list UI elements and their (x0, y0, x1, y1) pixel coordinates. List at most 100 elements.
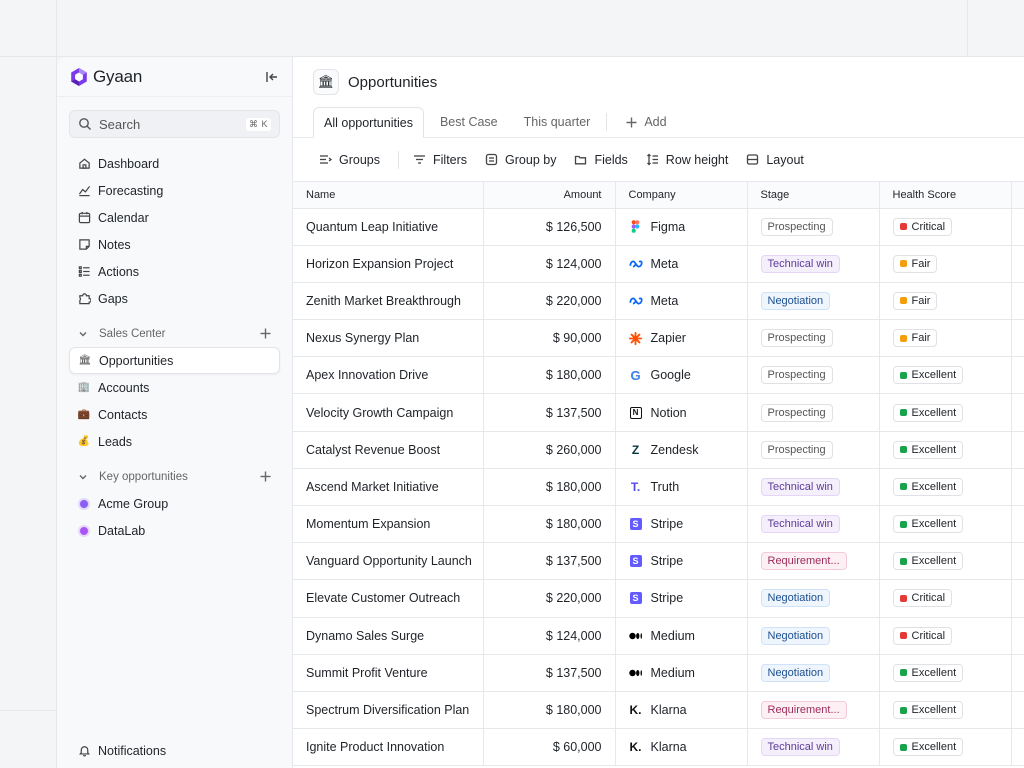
groups-button[interactable]: Groups (319, 153, 380, 167)
column-header-health[interactable]: Health Score (879, 182, 1012, 209)
company-cell[interactable]: Meta (615, 245, 748, 283)
opportunity-name-cell[interactable]: Vanguard Opportunity Launch (293, 542, 484, 581)
amount-cell[interactable]: $ 137,500 (483, 393, 616, 432)
health-cell[interactable]: Excellent (879, 505, 1012, 544)
health-cell[interactable]: Excellent (879, 356, 1012, 395)
table-row[interactable]: Vanguard Opportunity Launch $ 137,500 S Str… (293, 542, 1024, 581)
stage-cell[interactable]: Technical win (747, 728, 880, 767)
tab-this-quarter[interactable]: This quarter (523, 115, 591, 129)
health-cell[interactable]: Excellent (879, 431, 1012, 469)
company-cell[interactable]: Medium (615, 654, 748, 692)
opportunity-name-cell[interactable]: Nexus Synergy Plan (293, 319, 484, 358)
company-cell[interactable]: T. Truth (615, 468, 748, 507)
stage-cell[interactable]: Prospecting (747, 319, 880, 358)
opportunity-name-cell[interactable]: Spectrum Diversification Plan (293, 691, 484, 730)
health-cell[interactable]: Critical (879, 579, 1012, 618)
stage-cell[interactable]: Negotiation (747, 579, 880, 618)
opportunity-name-cell[interactable]: Velocity Growth Campaign (293, 393, 484, 432)
table-row[interactable]: Nexus Synergy Plan $ 90,000 Zapier Prospect… (293, 319, 1024, 358)
filters-button[interactable]: Filters (413, 153, 467, 167)
collapse-sidebar-icon[interactable] (264, 69, 280, 85)
stage-cell[interactable]: Negotiation (747, 654, 880, 692)
sidebar-item-opportunities[interactable]: 🏛 Opportunities (69, 347, 280, 374)
company-cell[interactable]: K. Klarna (615, 728, 748, 767)
key-opportunities-header[interactable]: Key opportunities (69, 463, 280, 490)
group-by-button[interactable]: Group by (485, 153, 556, 167)
company-cell[interactable]: N Notion (615, 393, 748, 432)
sidebar-item-leads[interactable]: 💰 Leads (69, 428, 280, 455)
table-row[interactable]: Summit Profit Venture $ 137,500 Medium Nego… (293, 654, 1024, 692)
opportunity-name-cell[interactable]: Catalyst Revenue Boost (293, 431, 484, 469)
tab-best-case[interactable]: Best Case (439, 115, 498, 129)
table-row[interactable]: Catalyst Revenue Boost $ 260,000 Z Zendesk P… (293, 431, 1024, 469)
table-row[interactable]: Spectrum Diversification Plan $ 180,000 K.… (293, 691, 1024, 730)
amount-cell[interactable]: $ 137,500 (483, 542, 616, 581)
health-cell[interactable]: Fair (879, 319, 1012, 358)
sidebar-item-forecasting[interactable]: Forecasting (69, 177, 280, 204)
health-cell[interactable]: Fair (879, 245, 1012, 283)
opportunity-name-cell[interactable]: Dynamo Sales Surge (293, 617, 484, 655)
stage-cell[interactable]: Technical win (747, 245, 880, 283)
opportunity-name-cell[interactable]: Momentum Expansion (293, 505, 484, 544)
row-height-button[interactable]: Row height (646, 153, 728, 167)
health-cell[interactable]: Excellent (879, 654, 1012, 692)
health-cell[interactable]: Excellent (879, 393, 1012, 432)
stage-cell[interactable]: Negotiation (747, 617, 880, 655)
sidebar-item-gaps[interactable]: Gaps (69, 285, 280, 312)
company-cell[interactable]: S Stripe (615, 505, 748, 544)
amount-cell[interactable]: $ 137,500 (483, 654, 616, 692)
table-row[interactable]: Ignite Product Innovation $ 60,000 K. Klarn… (293, 728, 1024, 767)
table-row[interactable]: Quantum Leap Initiative $ 126,500 Figma Pro… (293, 208, 1024, 246)
company-cell[interactable]: K. Klarna (615, 691, 748, 730)
stage-cell[interactable]: Prospecting (747, 393, 880, 432)
health-cell[interactable]: Excellent (879, 542, 1012, 581)
column-header-amount[interactable]: Amount (483, 182, 616, 209)
fields-button[interactable]: Fields (574, 153, 628, 167)
sidebar-item-calendar[interactable]: Calendar (69, 204, 280, 231)
stage-cell[interactable]: Technical win (747, 505, 880, 544)
opportunity-name-cell[interactable]: Quantum Leap Initiative (293, 208, 484, 246)
stage-cell[interactable]: Prospecting (747, 208, 880, 246)
add-icon[interactable] (259, 327, 272, 340)
sidebar-item-actions[interactable]: Actions (69, 258, 280, 285)
amount-cell[interactable]: $ 124,000 (483, 245, 616, 283)
stage-cell[interactable]: Technical win (747, 468, 880, 507)
table-row[interactable]: Velocity Growth Campaign $ 137,500 N Notion… (293, 393, 1024, 432)
add-view-tab[interactable]: Add (615, 107, 676, 137)
opportunity-name-cell[interactable]: Elevate Customer Outreach (293, 579, 484, 618)
notifications-item[interactable]: Notifications (69, 737, 280, 764)
opportunity-name-cell[interactable]: Apex Innovation Drive (293, 356, 484, 395)
opportunity-name-cell[interactable]: Summit Profit Venture (293, 654, 484, 692)
stage-cell[interactable]: Negotiation (747, 282, 880, 321)
opportunity-name-cell[interactable]: Ignite Product Innovation (293, 728, 484, 767)
table-row[interactable]: Zenith Market Breakthrough $ 220,000 Meta N… (293, 282, 1024, 321)
company-cell[interactable]: Medium (615, 617, 748, 655)
layout-button[interactable]: Layout (746, 153, 804, 167)
health-cell[interactable]: Critical (879, 617, 1012, 655)
health-cell[interactable]: Critical (879, 208, 1012, 246)
sidebar-item-contacts[interactable]: 💼 Contacts (69, 401, 280, 428)
amount-cell[interactable]: $ 90,000 (483, 319, 616, 358)
amount-cell[interactable]: $ 180,000 (483, 356, 616, 395)
health-cell[interactable]: Excellent (879, 691, 1012, 730)
amount-cell[interactable]: $ 220,000 (483, 579, 616, 618)
table-row[interactable]: Apex Innovation Drive $ 180,000 G Google Pro… (293, 356, 1024, 395)
search-input[interactable]: Search ⌘ K (69, 110, 280, 138)
company-cell[interactable]: S Stripe (615, 579, 748, 618)
amount-cell[interactable]: $ 124,000 (483, 617, 616, 655)
company-cell[interactable]: Figma (615, 208, 748, 246)
opportunity-name-cell[interactable]: Ascend Market Initiative (293, 468, 484, 507)
health-cell[interactable]: Fair (879, 282, 1012, 321)
column-header-name[interactable]: Name (293, 182, 484, 209)
stage-cell[interactable]: Requirement... (747, 542, 880, 581)
key-opportunity-item[interactable]: DataLab (69, 517, 280, 544)
amount-cell[interactable]: $ 180,000 (483, 468, 616, 507)
table-row[interactable]: Dynamo Sales Surge $ 124,000 Medium Negotia… (293, 617, 1024, 655)
stage-cell[interactable]: Requirement... (747, 691, 880, 730)
opportunity-name-cell[interactable]: Horizon Expansion Project (293, 245, 484, 283)
amount-cell[interactable]: $ 60,000 (483, 728, 616, 767)
key-opportunity-item[interactable]: Acme Group (69, 490, 280, 517)
add-icon[interactable] (259, 470, 272, 483)
tab-all-opportunities[interactable]: All opportunities (313, 107, 424, 138)
amount-cell[interactable]: $ 126,500 (483, 208, 616, 246)
